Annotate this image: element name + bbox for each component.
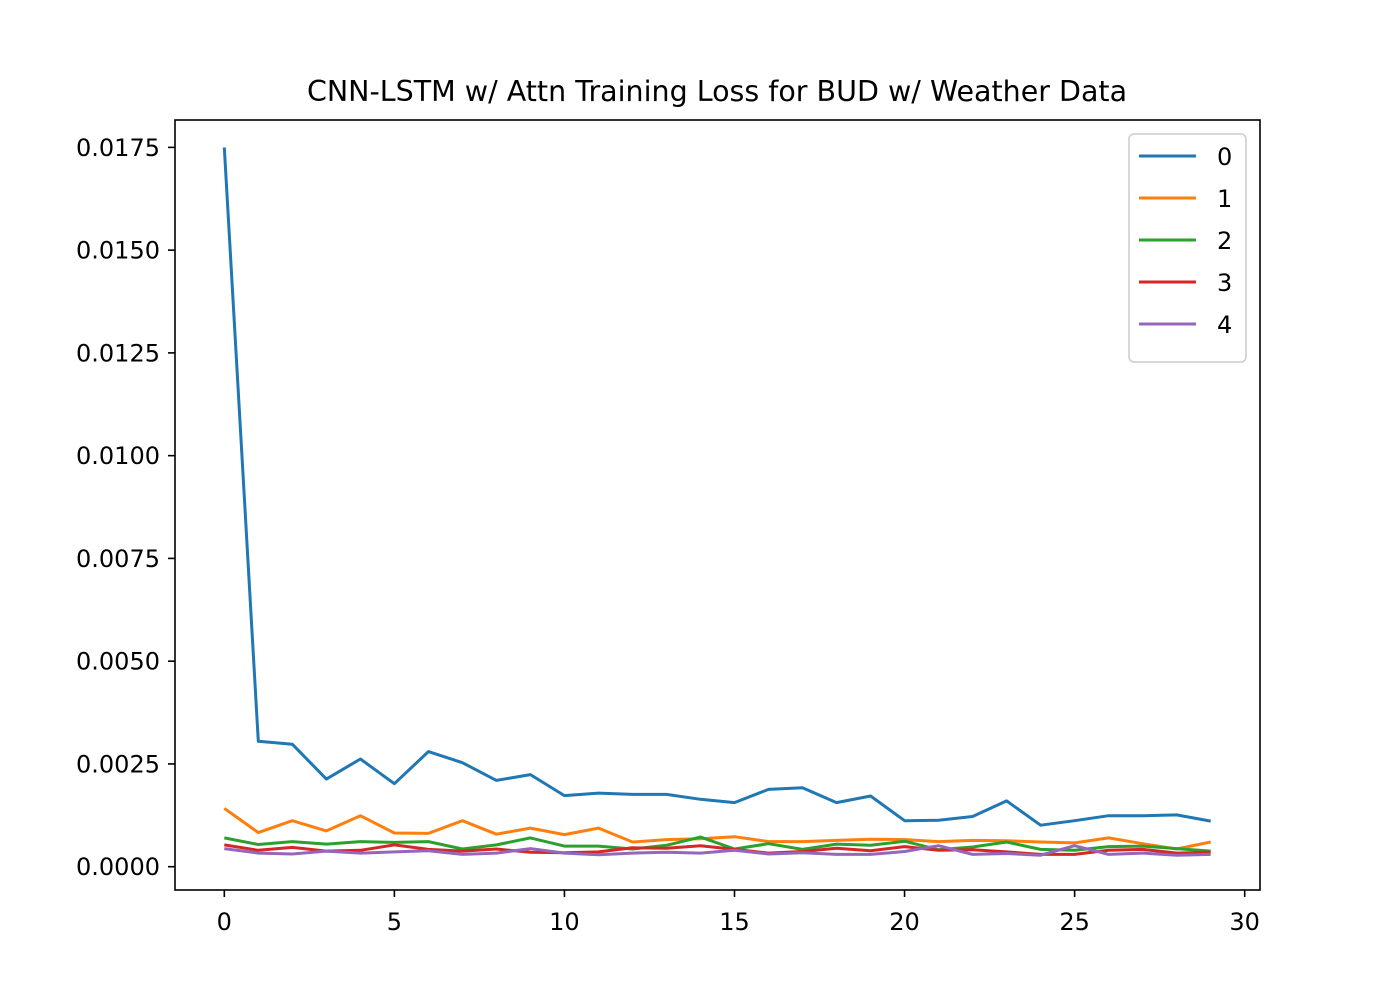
series-line-2 xyxy=(224,835,1211,853)
y-tick-label: 0.0075 xyxy=(76,545,160,573)
y-tick-label: 0.0000 xyxy=(76,853,160,881)
y-axis: 0.0000 0.0025 0.0050 0.0075 0.0100 0.0125 0.01… xyxy=(76,134,175,881)
legend-label-0: 0 xyxy=(1217,143,1232,171)
y-tick-label: 0.0050 xyxy=(76,648,160,676)
x-tick-label: 30 xyxy=(1229,908,1260,936)
legend-label-2: 2 xyxy=(1217,227,1232,255)
plot-frame xyxy=(174,119,1261,891)
legend-label-3: 3 xyxy=(1217,269,1232,297)
chart-title: CNN-LSTM w/ Attn Training Loss for BUD w… xyxy=(307,75,1127,108)
legend-label-1: 1 xyxy=(1217,185,1232,213)
y-tick-label: 0.0125 xyxy=(76,339,160,367)
y-tick-label: 0.0100 xyxy=(76,442,160,470)
series-line-1 xyxy=(223,807,1212,851)
y-tick-label: 0.0025 xyxy=(76,750,160,778)
y-tick-label: 0.0150 xyxy=(76,237,160,265)
legend-box xyxy=(1128,133,1247,363)
x-tick-label: 5 xyxy=(387,908,402,936)
y-tick-label: 0.0175 xyxy=(76,134,160,162)
series-line-0 xyxy=(222,147,1211,827)
x-tick-label: 20 xyxy=(889,908,920,936)
x-tick-label: 0 xyxy=(217,908,232,936)
x-tick-label: 25 xyxy=(1059,908,1090,936)
legend-label-4: 4 xyxy=(1217,311,1232,339)
series-layer xyxy=(222,147,1212,857)
legend: 0 1 2 3 4 xyxy=(1128,133,1247,363)
x-axis: 0 5 10 15 20 25 30 xyxy=(217,890,1260,936)
x-tick-label: 10 xyxy=(549,908,580,936)
x-tick-label: 15 xyxy=(719,908,750,936)
series-line-4 xyxy=(224,844,1211,857)
